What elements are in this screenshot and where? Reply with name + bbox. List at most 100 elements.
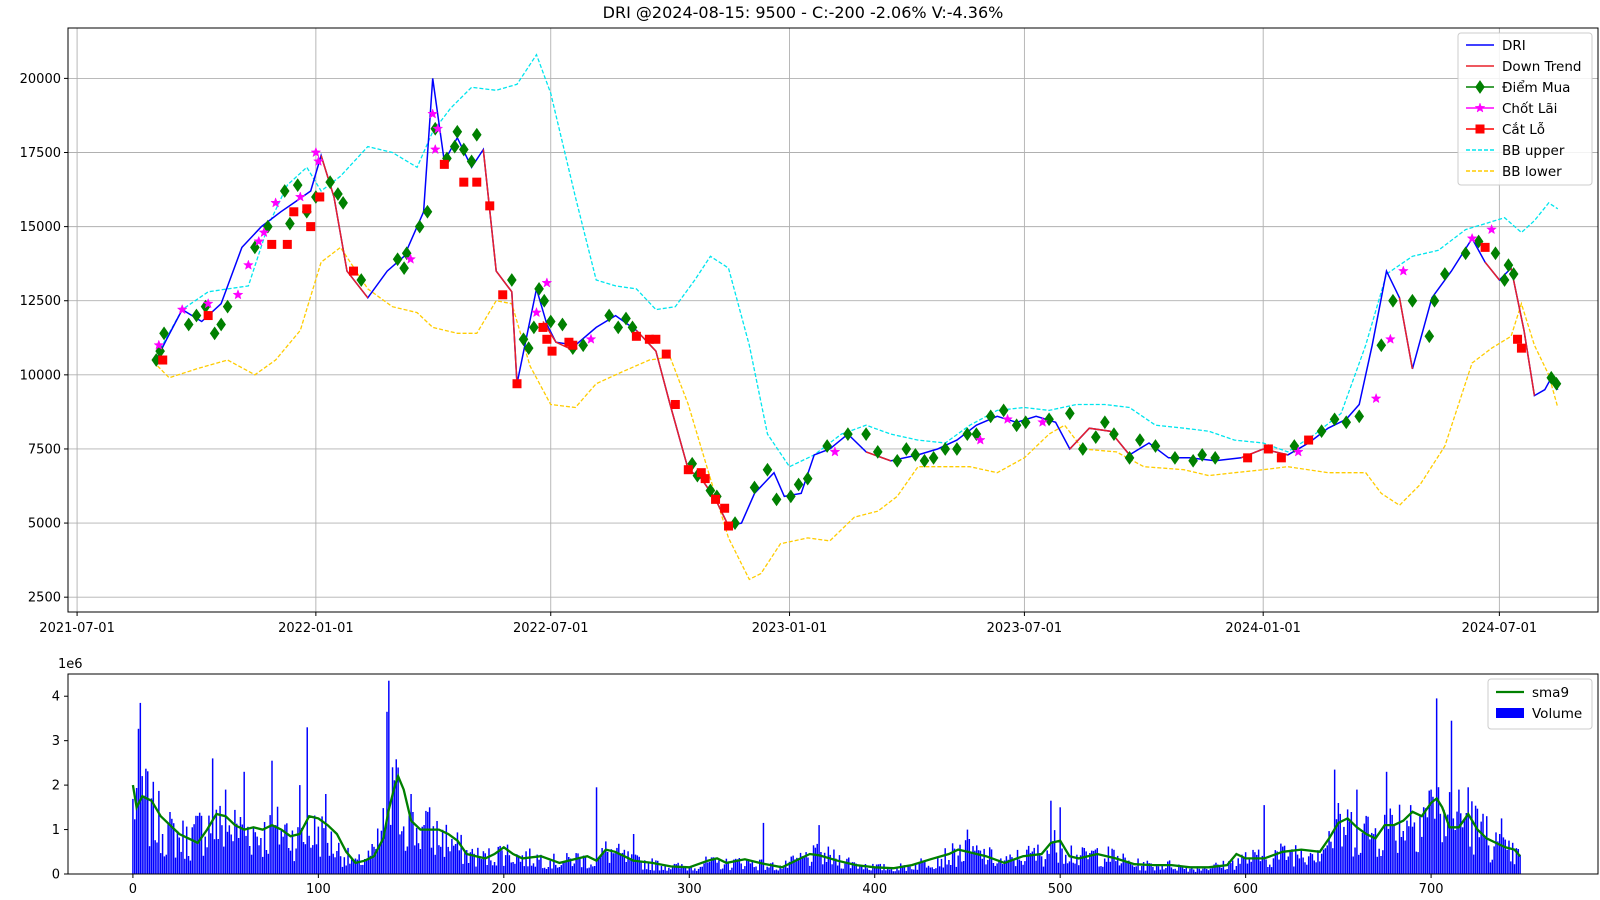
volume-bar xyxy=(740,863,742,874)
volume-bar xyxy=(1476,808,1479,874)
volume-bar xyxy=(911,869,913,874)
volume-bar xyxy=(1276,851,1278,874)
buy-marker xyxy=(1429,293,1440,308)
volume-bar xyxy=(395,759,397,874)
buy-marker xyxy=(730,516,740,530)
volume-bar xyxy=(143,795,145,874)
volume-bar xyxy=(755,866,757,874)
volume-bar xyxy=(1485,816,1488,874)
volume-bar xyxy=(530,865,533,874)
volume-bar xyxy=(1252,849,1254,874)
volume-bar xyxy=(951,843,954,874)
volume-bar xyxy=(1411,826,1414,874)
volume-bar xyxy=(1274,850,1277,874)
volume-bar xyxy=(1222,860,1225,874)
volume-bar xyxy=(682,866,685,874)
volume-bar xyxy=(892,871,895,874)
volume-bar xyxy=(901,865,904,874)
volume-bar xyxy=(1109,861,1111,874)
volume-bar xyxy=(1339,813,1341,874)
volume-bar xyxy=(317,826,320,874)
volume-bar xyxy=(510,862,512,874)
volume-bar xyxy=(291,830,294,874)
volume-bar xyxy=(1081,847,1084,874)
volume-bar xyxy=(838,855,841,874)
buy-marker xyxy=(1150,439,1161,453)
volume-bar xyxy=(1090,850,1093,874)
volume-bar xyxy=(1224,869,1226,874)
buy-marker xyxy=(802,471,813,486)
volume-bar xyxy=(1458,789,1460,874)
volume-bar xyxy=(794,859,796,874)
volume-bar xyxy=(771,862,774,874)
volume-bar xyxy=(805,852,807,874)
volume-bar xyxy=(1498,834,1501,874)
volume-bar xyxy=(529,848,531,874)
volume-bar xyxy=(1142,862,1145,874)
volume-bar xyxy=(172,823,175,874)
volume-bar xyxy=(234,809,236,874)
volume-bar xyxy=(905,870,907,874)
volume-bar xyxy=(499,845,501,874)
volume-bar xyxy=(759,859,761,874)
volume-bar xyxy=(1170,867,1173,874)
volume-bar xyxy=(733,859,735,874)
volume-bar xyxy=(671,867,674,874)
volume-bar xyxy=(228,825,231,874)
volume-bar xyxy=(619,853,622,874)
take-profit-marker xyxy=(1292,446,1304,457)
volume-bar xyxy=(1502,837,1505,874)
buy-marker xyxy=(333,187,343,201)
stop-loss-marker xyxy=(1243,453,1253,463)
volume-bar xyxy=(968,839,971,874)
volume-bar xyxy=(193,824,195,874)
volume-bar xyxy=(777,870,780,874)
volume-bar xyxy=(944,848,946,874)
volume-bar xyxy=(564,861,566,874)
volume-bar xyxy=(1113,849,1115,874)
buy-marker xyxy=(285,216,295,231)
down-trend-segment xyxy=(1484,261,1500,281)
volume-bar xyxy=(1489,862,1492,874)
volume-bar xyxy=(351,859,353,874)
volume-bar xyxy=(393,780,396,874)
volume-bar xyxy=(770,863,772,874)
volume-bar xyxy=(221,825,223,874)
volume-bar xyxy=(1315,862,1317,874)
volume-bar xyxy=(1330,841,1332,874)
volume-bar xyxy=(846,858,848,874)
volume-bar xyxy=(825,862,828,874)
volume-bar xyxy=(608,862,611,874)
volume-bar xyxy=(786,867,789,874)
volume-scale-label: 1e6 xyxy=(58,657,83,672)
volume-bar xyxy=(1007,859,1009,874)
volume-bar xyxy=(263,822,266,874)
buy-marker xyxy=(1424,329,1435,344)
volume-bar xyxy=(1205,868,1208,874)
volume-bar xyxy=(274,825,277,874)
volume-bar xyxy=(421,826,423,874)
volume-bar xyxy=(1391,814,1393,874)
volume-bar xyxy=(1020,860,1022,874)
volume-bar xyxy=(265,850,268,874)
buy-marker xyxy=(1316,424,1327,439)
volume-bar xyxy=(746,859,748,874)
volume-bar xyxy=(336,851,338,874)
buy-marker xyxy=(466,154,477,169)
volume-bar xyxy=(1491,859,1494,874)
buy-marker xyxy=(578,338,589,353)
stop-loss-marker xyxy=(282,239,292,249)
volume-bar xyxy=(1317,850,1319,874)
volume-bar xyxy=(226,831,229,874)
volume-bar xyxy=(638,856,640,874)
volume-bar xyxy=(284,824,286,874)
volume-bar xyxy=(734,858,737,874)
take-profit-marker xyxy=(974,434,986,445)
volume-bar xyxy=(482,851,485,874)
volume-bar xyxy=(417,843,420,874)
volume-bar xyxy=(699,866,702,874)
volume-bar xyxy=(1013,860,1015,874)
buy-marker xyxy=(1210,450,1220,465)
volume-bar xyxy=(781,868,783,874)
